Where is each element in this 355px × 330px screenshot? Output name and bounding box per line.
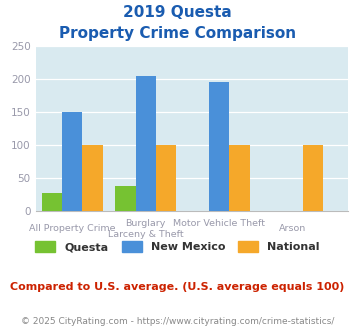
Bar (42, 193, 62, 211)
Text: Larceny & Theft: Larceny & Theft (108, 230, 184, 239)
Text: All Property Crime: All Property Crime (29, 224, 115, 233)
Bar (303, 145, 323, 211)
Bar (115, 186, 136, 211)
Bar (156, 145, 176, 211)
Text: Property Crime Comparison: Property Crime Comparison (59, 26, 296, 41)
Text: Motor Vehicle Theft: Motor Vehicle Theft (173, 218, 265, 228)
Text: © 2025 CityRating.com - https://www.cityrating.com/crime-statistics/: © 2025 CityRating.com - https://www.city… (21, 317, 334, 326)
Bar (82, 145, 103, 211)
Text: Burglary: Burglary (126, 218, 166, 228)
Text: 2019 Questa: 2019 Questa (123, 5, 232, 20)
Bar (62, 112, 82, 211)
Bar (209, 82, 229, 211)
Legend: Questa, New Mexico, National: Questa, New Mexico, National (31, 237, 324, 256)
Bar (229, 145, 250, 211)
Bar (136, 76, 156, 211)
Text: Arson: Arson (279, 224, 306, 233)
Text: Compared to U.S. average. (U.S. average equals 100): Compared to U.S. average. (U.S. average … (10, 282, 345, 292)
